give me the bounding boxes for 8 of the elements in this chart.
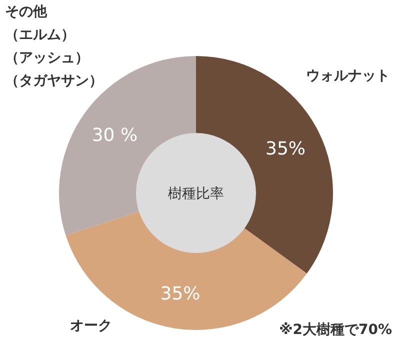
text: ※2大樹種で70%: [279, 322, 392, 338]
data-label: 35%: [266, 138, 306, 160]
data-label: 30 %: [92, 124, 138, 146]
slice-label: その他（エルム）（アッシュ）（タガヤサン）: [5, 4, 103, 89]
slice-label: ウォルナット: [306, 68, 390, 84]
data-label: 35%: [160, 283, 200, 304]
slice-label: オーク: [70, 318, 112, 334]
text: 樹種比率: [168, 186, 224, 202]
